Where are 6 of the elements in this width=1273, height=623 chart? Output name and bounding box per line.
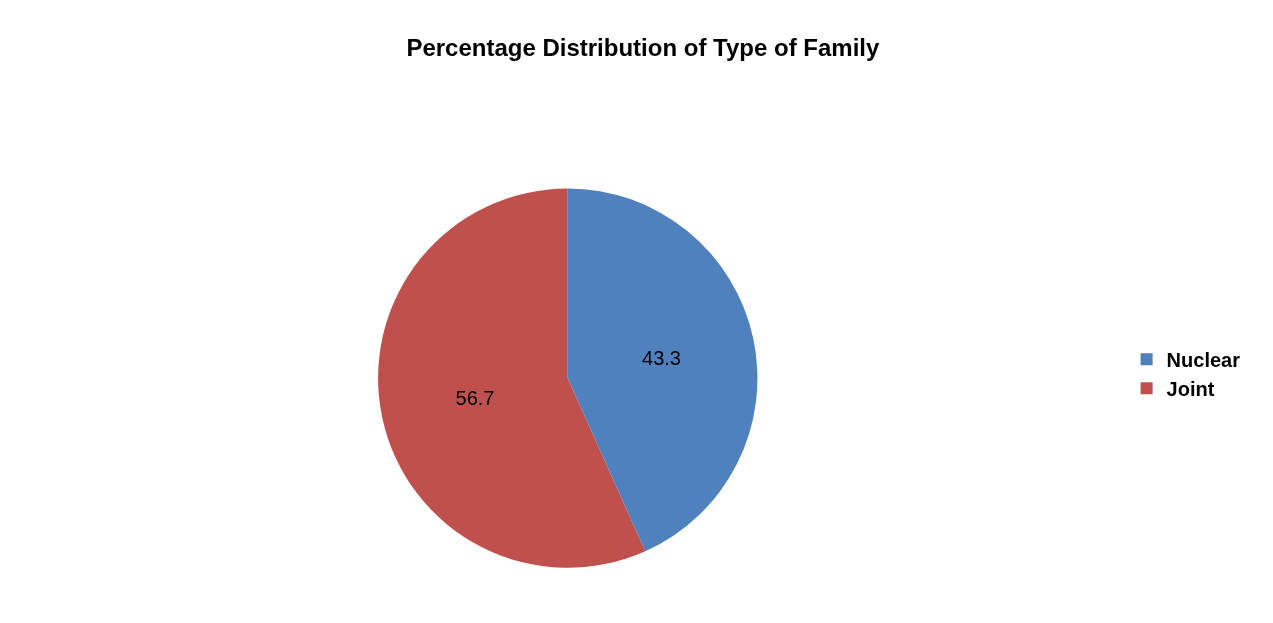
legend-label: Joint (1166, 378, 1215, 401)
chart-title: Percentage Distribution of Type of Family (406, 34, 880, 62)
pie-slice (567, 188, 758, 552)
data-label: 56.7 (455, 386, 495, 409)
data-label: 43.3 (642, 347, 682, 370)
legend-label: Nuclear (1166, 349, 1241, 372)
